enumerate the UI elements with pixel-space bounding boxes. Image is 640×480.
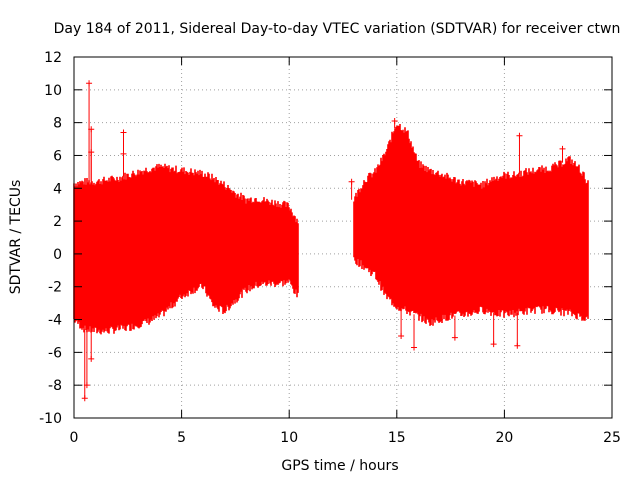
y-tick-label: -6 bbox=[48, 345, 62, 361]
x-tick-label: 20 bbox=[495, 430, 513, 446]
y-tick-label: 8 bbox=[53, 116, 62, 132]
data-band-segment-2 bbox=[353, 124, 589, 326]
chart-title: Day 184 of 2011, Sidereal Day-to-day VTE… bbox=[54, 21, 621, 37]
y-tick-label: 10 bbox=[44, 83, 62, 99]
y-tick-label: 0 bbox=[53, 247, 62, 263]
y-tick-label: -4 bbox=[48, 313, 62, 329]
x-tick-label: 5 bbox=[177, 430, 186, 446]
y-tick-label: 6 bbox=[53, 148, 62, 164]
x-tick-label: 0 bbox=[70, 430, 79, 446]
x-tick-label: 15 bbox=[388, 430, 406, 446]
y-tick-label: 2 bbox=[53, 214, 62, 230]
y-tick-label: -8 bbox=[48, 378, 62, 394]
plot-frame bbox=[73, 56, 613, 419]
x-tick-label: 25 bbox=[603, 430, 621, 446]
y-tick-label: 4 bbox=[53, 181, 62, 197]
y-axis-label: SDTVAR / TECUs bbox=[8, 180, 24, 295]
y-tick-label: -2 bbox=[48, 280, 62, 296]
axis-ticks: 0 5 10 15 20 25 -10 -8 -6 -4 -2 0 2 4 6 8 10 12 bbox=[39, 50, 621, 446]
x-tick-label: 10 bbox=[280, 430, 298, 446]
y-tick-label: 12 bbox=[44, 50, 62, 66]
y-tick-label: -10 bbox=[39, 411, 62, 427]
x-axis-label: GPS time / hours bbox=[281, 458, 398, 474]
